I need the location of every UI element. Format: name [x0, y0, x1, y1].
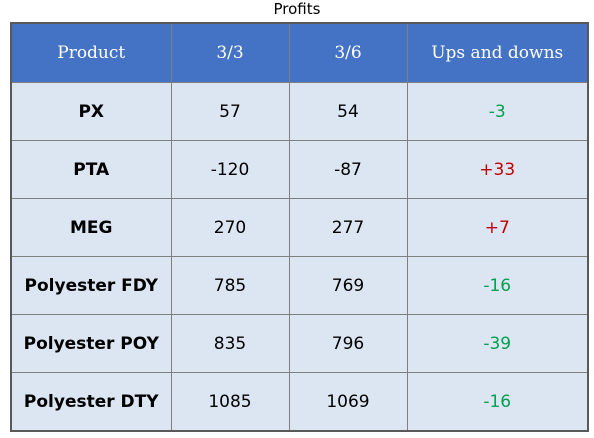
- value-cell-date-1: 835: [170, 314, 290, 373]
- table-row: Polyester FDY 785 769 -16: [10, 256, 589, 315]
- product-cell: PTA: [10, 140, 172, 199]
- value-cell-date-2: 769: [288, 256, 408, 315]
- table-body: PX 57 54 -3 PTA -120 -87 +33 MEG 270 277 +7 Polyeste…: [10, 82, 589, 432]
- product-cell: Polyester POY: [10, 314, 172, 373]
- value-cell-date-1: -120: [170, 140, 290, 199]
- product-cell: Polyester DTY: [10, 372, 172, 432]
- product-cell: Polyester FDY: [10, 256, 172, 315]
- value-cell-date-1: 57: [170, 82, 290, 141]
- change-cell: +7: [406, 198, 589, 257]
- profits-table: Product 3/3 3/6 Ups and downs PX 57 54 -3 PT…: [10, 22, 589, 432]
- value-cell-date-2: 277: [288, 198, 408, 257]
- product-cell: MEG: [10, 198, 172, 257]
- change-cell: -39: [406, 314, 589, 373]
- change-cell: -16: [406, 256, 589, 315]
- chart-title: Profits: [273, 0, 321, 18]
- column-header-change: Ups and downs: [406, 22, 589, 83]
- value-cell-date-2: 54: [288, 82, 408, 141]
- table-row: PX 57 54 -3: [10, 82, 589, 141]
- table-row: MEG 270 277 +7: [10, 198, 589, 257]
- product-cell: PX: [10, 82, 172, 141]
- header-row: Product 3/3 3/6 Ups and downs: [10, 22, 589, 83]
- change-cell: -3: [406, 82, 589, 141]
- table-row: Polyester DTY 1085 1069 -16: [10, 372, 589, 432]
- value-cell-date-2: -87: [288, 140, 408, 199]
- table-row: Polyester POY 835 796 -39: [10, 314, 589, 373]
- value-cell-date-2: 1069: [288, 372, 408, 432]
- change-cell: -16: [406, 372, 589, 432]
- column-header-date-1: 3/3: [170, 22, 290, 83]
- column-header-product: Product: [10, 22, 172, 83]
- change-cell: +33: [406, 140, 589, 199]
- value-cell-date-1: 1085: [170, 372, 290, 432]
- value-cell-date-2: 796: [288, 314, 408, 373]
- column-header-date-2: 3/6: [288, 22, 408, 83]
- value-cell-date-1: 785: [170, 256, 290, 315]
- value-cell-date-1: 270: [170, 198, 290, 257]
- table-row: PTA -120 -87 +33: [10, 140, 589, 199]
